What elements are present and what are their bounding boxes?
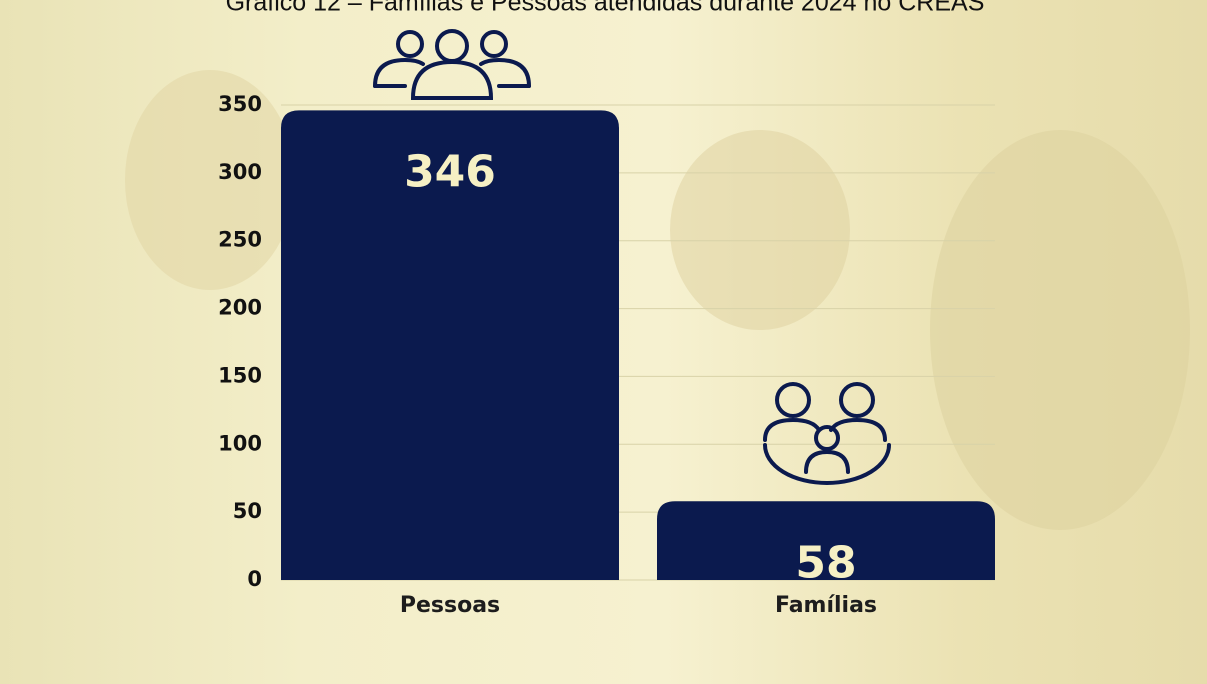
y-tick-label: 350: [218, 92, 262, 116]
y-tick-label: 100: [218, 431, 262, 455]
value-label: 58: [795, 537, 856, 588]
y-tick-label: 150: [218, 363, 262, 387]
bar: [281, 110, 619, 580]
chart-title: Gráfico 12 – Famílias e Pessoas atendida…: [226, 0, 985, 17]
photo-shade: [125, 70, 295, 290]
bar: [657, 501, 995, 580]
family-icon: [763, 382, 891, 485]
x-tick-label: Pessoas: [400, 593, 500, 618]
photo-shade: [670, 130, 850, 330]
x-tick-label: Famílias: [775, 593, 877, 618]
photo-shade: [930, 130, 1190, 530]
value-label: 346: [404, 146, 496, 197]
people-icon: [373, 29, 531, 100]
y-tick-label: 300: [218, 160, 262, 184]
plot: 0 50 100 150 200 250 300 350 Pessoas 346 Famílias 5…: [218, 92, 995, 618]
y-tick-label: 200: [218, 296, 262, 320]
y-tick-label: 0: [247, 567, 262, 591]
y-tick-label: 50: [233, 499, 262, 523]
y-tick-label: 250: [218, 228, 262, 252]
